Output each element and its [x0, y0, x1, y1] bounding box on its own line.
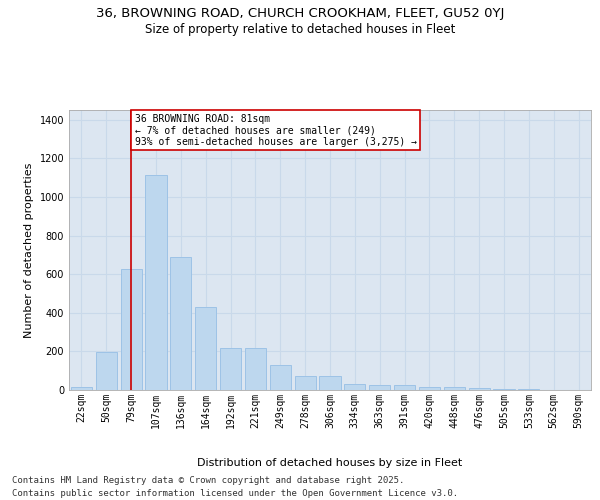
Bar	[444, 388, 465, 390]
Bar	[295, 376, 316, 390]
Text: 36, BROWNING ROAD, CHURCH CROOKHAM, FLEET, GU52 0YJ: 36, BROWNING ROAD, CHURCH CROOKHAM, FLEE…	[96, 8, 504, 20]
Bar	[170, 257, 191, 390]
Bar	[121, 270, 142, 390]
Bar	[469, 388, 490, 390]
Text: Contains HM Land Registry data © Crown copyright and database right 2025.: Contains HM Land Registry data © Crown c…	[12, 476, 404, 485]
Bar	[319, 376, 341, 390]
Bar	[245, 348, 266, 390]
Bar	[145, 174, 167, 390]
Bar	[394, 385, 415, 390]
Text: 36 BROWNING ROAD: 81sqm
← 7% of detached houses are smaller (249)
93% of semi-de: 36 BROWNING ROAD: 81sqm ← 7% of detached…	[135, 114, 417, 147]
Bar	[195, 307, 216, 390]
Text: Contains public sector information licensed under the Open Government Licence v3: Contains public sector information licen…	[12, 489, 458, 498]
Bar	[96, 352, 117, 390]
Y-axis label: Number of detached properties: Number of detached properties	[24, 162, 34, 338]
Bar	[220, 348, 241, 390]
Bar	[419, 386, 440, 390]
Text: Size of property relative to detached houses in Fleet: Size of property relative to detached ho…	[145, 22, 455, 36]
Bar	[369, 384, 390, 390]
Bar	[493, 389, 515, 390]
Text: Distribution of detached houses by size in Fleet: Distribution of detached houses by size …	[197, 458, 463, 468]
Bar	[270, 365, 291, 390]
Bar	[71, 387, 92, 390]
Bar	[344, 384, 365, 390]
